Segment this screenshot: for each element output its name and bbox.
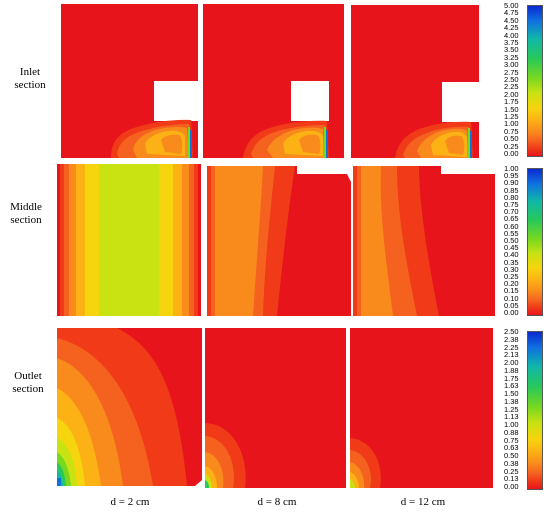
row-label-inlet: Inlet section <box>0 66 60 92</box>
colorbar-tick-label: 0.00 <box>504 482 519 491</box>
colorbar-tick-label: 1.50 <box>504 389 519 398</box>
colorbar-velocity-inlet <box>527 5 543 157</box>
colorbar-tick-label: 2.00 <box>504 89 519 99</box>
colorbar-tick-label: 0.50 <box>504 451 519 460</box>
colorbar-tick-label: 0.00 <box>504 149 519 158</box>
colorbar-tick-label: 0.40 <box>504 250 519 260</box>
column-caption-d8: d = 8 cm <box>257 496 297 508</box>
colorbar-tick-label: 0.15 <box>504 286 519 296</box>
colorbar-tick-label: 1.88 <box>504 365 519 375</box>
colorbar-tick-label: 1.75 <box>504 97 519 107</box>
colorbar-tick-label: 4.00 <box>504 30 519 40</box>
colorbar-tick-label: 0.25 <box>504 272 519 281</box>
colorbar-tick-label: 0.75 <box>504 126 519 136</box>
colorbar-tick-label: 0.85 <box>504 185 519 195</box>
colorbar-tick-label: 0.25 <box>504 466 519 476</box>
colorbar-tick-label: 0.75 <box>504 200 519 209</box>
colorbar-tick-label: 3.00 <box>504 60 519 70</box>
colorbar-tick-label: 2.13 <box>504 350 519 360</box>
colorbar-tick-label: 4.50 <box>504 15 519 25</box>
colorbar-tick-label: 2.75 <box>504 67 519 77</box>
contour-inlet-d2 <box>61 4 198 158</box>
colorbar-tick-label: 0.45 <box>504 243 519 253</box>
contour-middle-d8 <box>207 166 351 316</box>
colorbar-tick-label: 0.88 <box>504 427 519 437</box>
colorbar-velocity-outlet <box>527 331 543 490</box>
colorbar-tick-label: 2.25 <box>504 82 519 92</box>
colorbar-tick-label: 1.13 <box>504 412 519 422</box>
contour-outlet-d2 <box>57 328 202 486</box>
contour-inlet-d8 <box>203 4 344 158</box>
colorbar-tick-label: 2.25 <box>504 342 519 352</box>
colorbar-tick-label: 0.60 <box>504 221 519 231</box>
colorbar-tick-label: 4.25 <box>504 23 519 33</box>
colorbar-tick-label: 0.70 <box>504 207 519 217</box>
colorbar-tick-label: 0.80 <box>504 192 519 202</box>
colorbar-tick-label: 0.65 <box>504 214 519 224</box>
contour-middle-d2 <box>57 164 201 316</box>
colorbar-tick-label: 3.75 <box>504 38 519 47</box>
colorbar-tick-label: 0.38 <box>504 458 519 468</box>
row-label-inlet-line1: Inlet <box>19 66 41 78</box>
row-label-inlet-line2: section <box>14 79 46 91</box>
colorbar-tick-label: 0.55 <box>504 228 519 238</box>
colorbar-tick-label: 0.00 <box>504 308 519 317</box>
colorbar-tick-label: 1.25 <box>504 404 519 414</box>
colorbar-tick-label: 2.50 <box>504 75 519 84</box>
contour-outlet-d8 <box>205 328 346 488</box>
colorbar-tick-label: 1.25 <box>504 112 519 121</box>
contour-inlet-d12 <box>351 5 479 158</box>
colorbar-tick-label: 0.05 <box>504 300 519 310</box>
colorbar-tick-label: 0.90 <box>504 178 519 188</box>
colorbar-tick-label: 0.25 <box>504 141 519 151</box>
colorbar-tick-label: 0.50 <box>504 236 519 245</box>
colorbar-tick-label: 1.00 <box>504 420 519 429</box>
contour-outlet-d12 <box>350 328 493 488</box>
row-label-outlet-line2: section <box>12 383 44 395</box>
row-label-outlet: Outlet section <box>0 370 58 396</box>
colorbar-tick-label: 0.10 <box>504 293 519 303</box>
colorbar-tick-label: 3.25 <box>504 52 519 62</box>
colorbar-tick-label: 1.75 <box>504 373 519 383</box>
colorbar-tick-label: 1.38 <box>504 396 519 406</box>
colorbar-tick-label: 0.75 <box>504 435 519 445</box>
colorbar-tick-label: 3.50 <box>504 45 519 55</box>
row-label-middle: Middle section <box>0 201 56 227</box>
colorbar-tick-label: 1.63 <box>504 381 519 391</box>
column-caption-d12: d = 12 cm <box>400 496 446 508</box>
colorbar-tick-label: 0.13 <box>504 474 519 484</box>
colorbar-tick-label: 1.50 <box>504 104 519 114</box>
row-label-middle-line2: section <box>10 214 42 226</box>
colorbar-tick-label: 0.20 <box>504 279 519 289</box>
contour-middle-d12 <box>353 166 495 316</box>
colorbar-velocity-middle <box>527 168 543 316</box>
colorbar-tick-label: 2.38 <box>504 334 519 344</box>
colorbar-tick-label: 0.35 <box>504 257 519 267</box>
colorbar-tick-label: 1.00 <box>504 119 519 129</box>
colorbar-tick-label: 0.63 <box>504 443 519 453</box>
colorbar-tick-label: 0.30 <box>504 264 519 274</box>
column-caption-d2: d = 2 cm <box>110 496 150 508</box>
colorbar-tick-label: 2.00 <box>504 358 519 367</box>
colorbar-tick-label: 2.50 <box>504 327 519 336</box>
colorbar-tick-label: 5.00 <box>504 1 519 10</box>
row-label-outlet-line1: Outlet <box>14 370 42 382</box>
colorbar-tick-label: 1.00 <box>504 164 519 173</box>
colorbar-tick-label: 0.50 <box>504 134 519 144</box>
colorbar-tick-label: 0.95 <box>504 171 519 181</box>
colorbar-tick-label: 4.75 <box>504 8 519 18</box>
row-label-middle-line1: Middle <box>10 201 42 213</box>
